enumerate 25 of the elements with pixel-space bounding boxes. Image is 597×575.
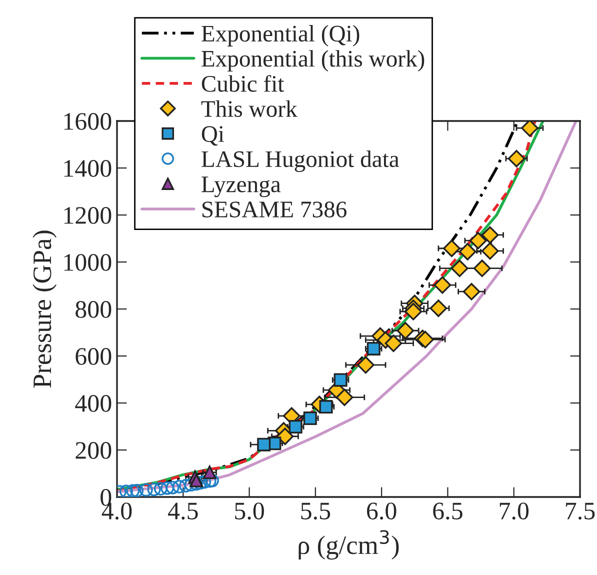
y-tick-label: 1200 (64, 207, 112, 224)
x-tick-label: 6.5 (433, 502, 462, 520)
legend-label: LASL Hugoniot data (202, 150, 400, 172)
legend-label: This work (201, 100, 298, 117)
y-tick-label: 1400 (64, 160, 112, 177)
x-axis-title: ρ (g/cm$^{3}$) (298, 530, 399, 560)
x-tick-label: 7.5 (566, 502, 595, 520)
legend-label: Cubic fit (202, 74, 284, 92)
x-tick-label: 6.0 (367, 502, 396, 520)
y-tick-label: 400 (75, 395, 112, 412)
legend-label: Lyzenga (202, 176, 281, 198)
y-tick-label: 200 (76, 442, 112, 459)
y-tick-label: 800 (76, 301, 112, 318)
legend-label: Exponential (this work) (202, 50, 424, 72)
legend-label: Exponential (Qi) (202, 25, 360, 46)
legend-label: SESAME 7386 (202, 202, 346, 218)
x-tick-label: 7.0 (500, 502, 529, 520)
y-tick-label: 600 (76, 348, 112, 365)
legend-label: Qi (202, 126, 224, 146)
x-tick-label: 5.0 (235, 502, 264, 520)
y-tick-label: 1000 (64, 254, 112, 271)
x-tick-label: 5.5 (301, 502, 330, 520)
x-tick-label: 4.5 (168, 502, 198, 520)
y-axis-title: Pressure (GPa) (32, 230, 57, 388)
y-tick-label: 1600 (64, 113, 112, 130)
